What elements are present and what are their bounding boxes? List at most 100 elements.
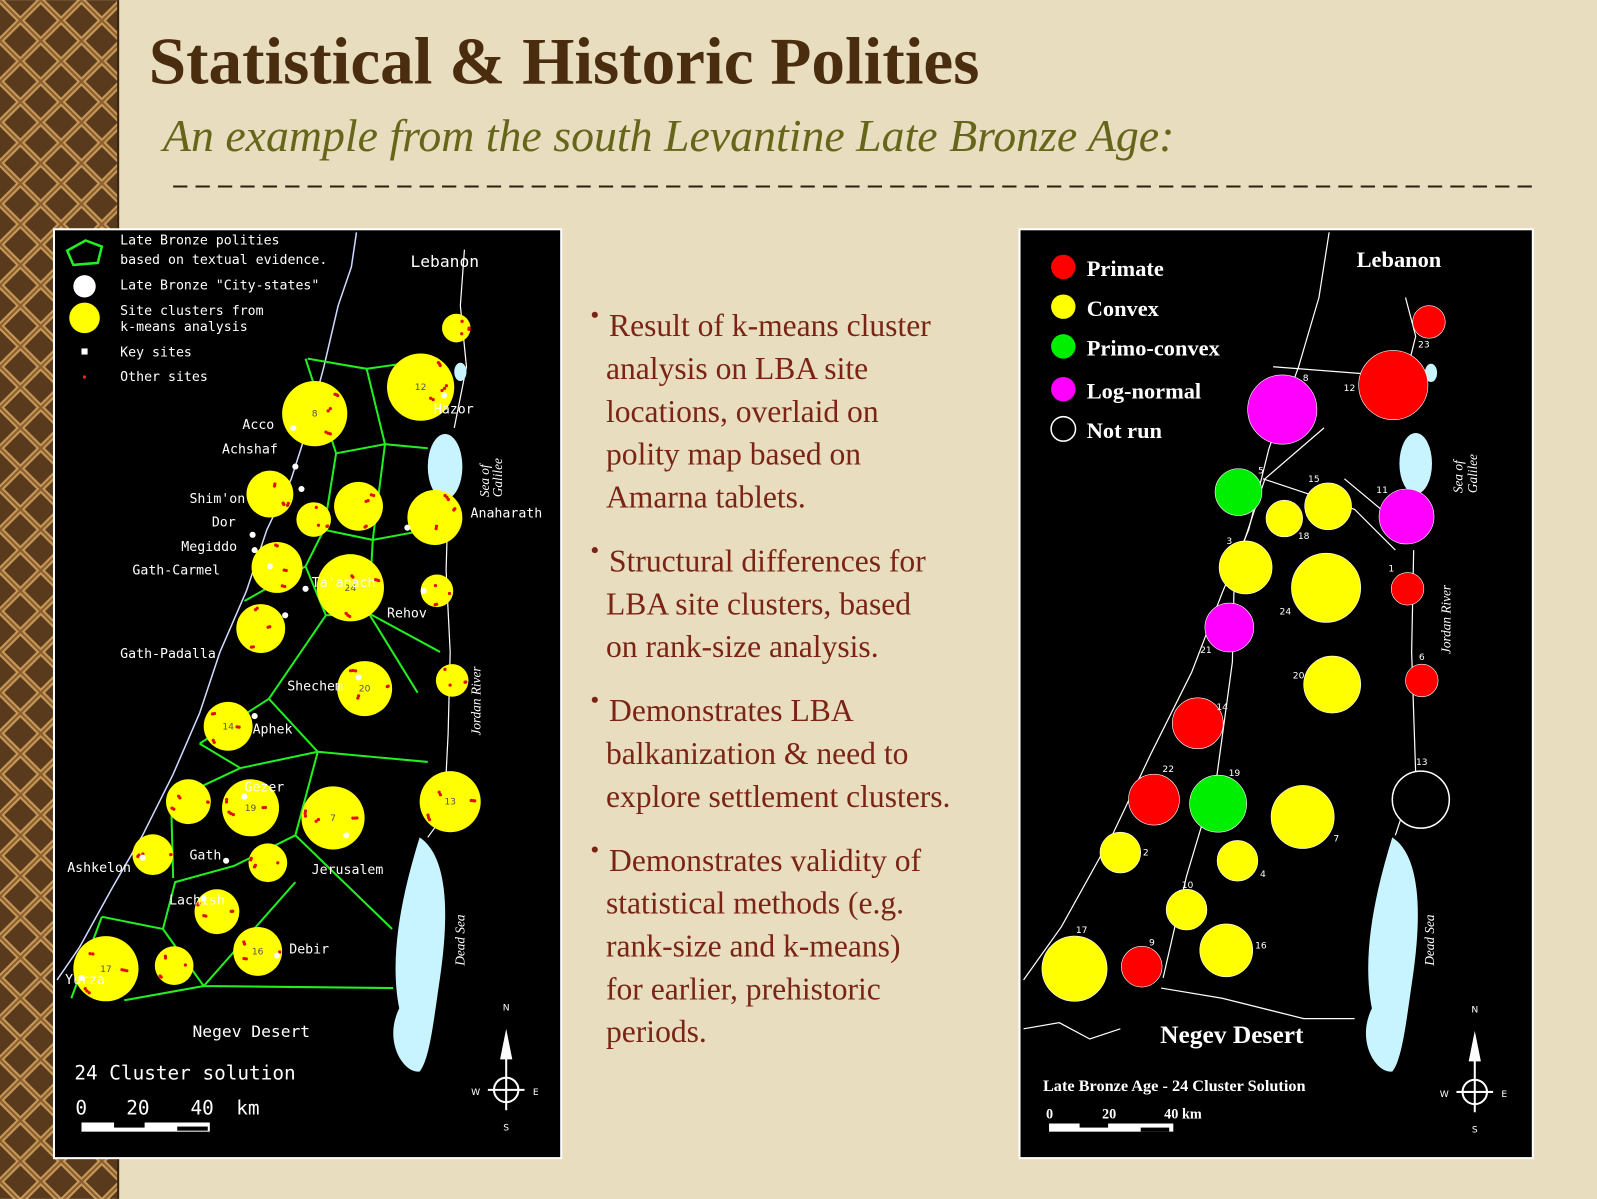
- key-site: [298, 485, 305, 493]
- other-site: [328, 406, 332, 411]
- cluster-number: 8: [1303, 373, 1309, 384]
- other-site: [463, 680, 467, 684]
- cluster-number: 5: [1258, 466, 1264, 477]
- cluster-circle: [1121, 945, 1163, 988]
- cluster-circle: [1378, 488, 1435, 545]
- bullet-text: Structural differences for: [609, 543, 926, 578]
- other-site: [348, 614, 352, 619]
- cluster-number: 16: [1255, 940, 1267, 951]
- bullet-text: balkanization & need to: [606, 736, 908, 771]
- other-site: [212, 740, 216, 744]
- other-site: [469, 798, 473, 803]
- other-site: [326, 409, 330, 413]
- bullet-text: LBA site clusters, based: [606, 586, 911, 621]
- other-site: [434, 602, 439, 606]
- other-site: [251, 645, 255, 649]
- cluster-circle: [1412, 305, 1446, 339]
- site-label: Hazor: [434, 403, 474, 418]
- other-site: [276, 861, 280, 865]
- map-caption: 24 Cluster solution: [74, 1062, 295, 1085]
- key-site: [420, 587, 427, 594]
- scale-label: 40 km: [1164, 1106, 1202, 1122]
- bullet-dot: [591, 846, 598, 853]
- cluster-number: 13: [1416, 757, 1428, 768]
- other-site: [316, 817, 321, 822]
- site-label: Gath-Padalla: [120, 647, 216, 662]
- cluster-number: 21: [1200, 645, 1212, 656]
- cluster-circle: [1189, 774, 1247, 833]
- cluster-number: 13: [444, 797, 456, 808]
- site-cluster: [387, 353, 455, 421]
- other-site: [440, 388, 444, 393]
- bullet-text: on rank-size analysis.: [606, 629, 879, 664]
- site-label: Shim'on: [189, 492, 245, 507]
- site-label: Jerusalem: [312, 863, 384, 878]
- key-site: [404, 524, 411, 531]
- bullet-text: polity map based on: [606, 437, 861, 472]
- other-site: [158, 974, 162, 978]
- other-site: [434, 524, 439, 528]
- key-site: [441, 392, 448, 399]
- other-site: [316, 523, 321, 527]
- site-label: Rehov: [387, 606, 427, 621]
- cluster-circle: [1204, 602, 1255, 653]
- other-site: [386, 684, 390, 688]
- cluster-number: 15: [1308, 474, 1320, 485]
- cluster-circle: [1270, 785, 1335, 849]
- other-site: [163, 956, 168, 960]
- bullet-text: Demonstrates LBA: [609, 693, 854, 728]
- site-label: Aphek: [253, 722, 293, 737]
- region-label: Dead Sea: [1422, 914, 1437, 966]
- cluster-number: 16: [252, 946, 264, 957]
- cluster-circle: [1303, 655, 1362, 714]
- bullet-text: Demonstrates validity of: [609, 843, 922, 878]
- cluster-number: 20: [359, 684, 371, 695]
- cluster-number: 18: [1298, 531, 1310, 542]
- other-site: [196, 903, 200, 907]
- scale-label: 20: [126, 1096, 149, 1119]
- compass-label: S: [503, 1123, 509, 1134]
- other-site: [177, 794, 181, 798]
- cluster-number: 3: [1226, 536, 1232, 547]
- site-label: Gath-Carmel: [132, 564, 220, 579]
- cluster-circle: [1304, 482, 1352, 531]
- cluster-number: 2: [1143, 848, 1149, 859]
- legend-label: based on textual evidence.: [120, 253, 327, 268]
- key-site: [273, 952, 281, 959]
- cluster-number: 17: [100, 964, 112, 975]
- cluster-circle: [1041, 935, 1108, 1002]
- legend-label: Late Bronze "City-states": [120, 278, 319, 293]
- legend-label: Late Bronze polities: [120, 234, 279, 249]
- site-cluster: [316, 554, 384, 622]
- site-label: Debir: [289, 942, 329, 957]
- cluster-number: 22: [1162, 764, 1174, 775]
- bullet-text: periods.: [606, 1014, 707, 1049]
- site-label: Megiddo: [181, 540, 237, 555]
- site-cluster: [337, 661, 393, 717]
- cluster-number: 17: [1076, 925, 1088, 936]
- other-site: [237, 725, 241, 729]
- other-site: [122, 968, 127, 972]
- site-cluster: [334, 481, 383, 531]
- other-site: [431, 398, 435, 402]
- other-site: [429, 396, 433, 400]
- legend-swatch: [1051, 254, 1076, 280]
- site-cluster: [248, 843, 288, 883]
- legend-label: Log-normal: [1087, 378, 1201, 403]
- key-site: [343, 832, 350, 839]
- other-site: [263, 805, 268, 810]
- key-site: [78, 974, 85, 981]
- cluster-circle: [1171, 697, 1224, 750]
- other-site: [314, 819, 318, 823]
- other-site: [229, 909, 233, 914]
- legend-swatch: [1051, 294, 1076, 319]
- region-label: Jordan River: [1438, 584, 1453, 654]
- legend-label: Site clusters from: [120, 304, 263, 319]
- other-site: [467, 327, 471, 332]
- region-label: Dead Sea: [452, 914, 467, 966]
- key-site: [302, 585, 309, 592]
- legend-othersite-icon: [82, 375, 87, 379]
- other-site: [83, 987, 87, 991]
- other-site: [137, 853, 141, 857]
- site-label: Gath: [189, 849, 221, 864]
